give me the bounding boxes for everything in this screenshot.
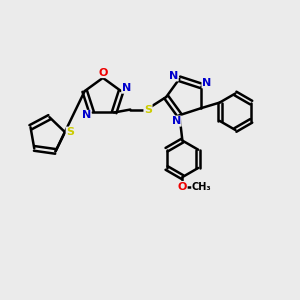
- Text: O: O: [98, 68, 108, 78]
- Text: N: N: [172, 116, 181, 126]
- Text: S: S: [66, 127, 74, 137]
- Text: CH₃: CH₃: [192, 182, 211, 191]
- Text: O: O: [178, 182, 187, 191]
- Text: N: N: [202, 78, 211, 88]
- Text: N: N: [169, 71, 178, 81]
- Text: N: N: [82, 110, 91, 120]
- Text: S: S: [144, 104, 152, 115]
- Text: N: N: [122, 83, 131, 93]
